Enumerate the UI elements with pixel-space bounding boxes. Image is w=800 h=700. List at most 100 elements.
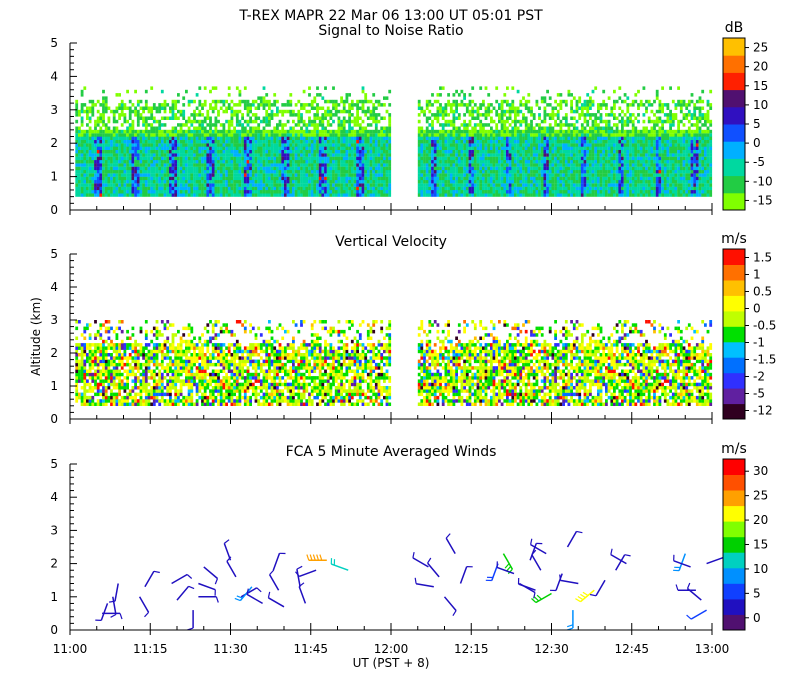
heatmap-cell: [540, 190, 544, 194]
heatmap-cell: [487, 133, 491, 137]
heatmap-cell: [498, 156, 501, 161]
heatmap-cell: [543, 153, 547, 157]
heatmap-cell: [128, 123, 132, 127]
heatmap-cell: [589, 146, 592, 150]
heatmap-cell: [107, 179, 111, 184]
heatmap-cell: [313, 166, 317, 171]
heatmap-cell: [198, 149, 202, 154]
heatmap-cell: [607, 113, 611, 117]
heatmap-cell: [198, 126, 202, 130]
heatmap-cell: [201, 103, 204, 107]
heatmap-cell: [310, 163, 314, 167]
heatmap-cell: [147, 146, 151, 150]
heatmap-cell: [185, 190, 188, 194]
heatmap-cell: [479, 123, 483, 127]
heatmap-cell: [209, 103, 212, 107]
heatmap-cell: [142, 123, 145, 127]
heatmap-cell: [337, 143, 341, 147]
heatmap-cell: [297, 183, 301, 187]
heatmap-cell: [610, 179, 614, 184]
heatmap-cell: [342, 129, 346, 134]
heatmap-cell: [546, 183, 549, 187]
heatmap-cell: [548, 143, 552, 147]
heatmap-cell: [364, 166, 368, 171]
heatmap-cell: [294, 183, 298, 187]
heatmap-cell: [431, 179, 434, 184]
heatmap-cell: [142, 119, 145, 124]
heatmap-cell: [152, 133, 156, 137]
heatmap-cell: [433, 146, 437, 150]
heatmap-cell: [286, 176, 290, 181]
heatmap-cell: [340, 173, 343, 177]
heatmap-cell: [337, 173, 341, 177]
heatmap-cell: [503, 190, 507, 194]
heatmap-cell: [233, 166, 236, 171]
heatmap-cell: [546, 143, 549, 147]
heatmap-cell: [337, 153, 341, 157]
heatmap-cell: [118, 193, 121, 197]
heatmap-cell: [340, 146, 343, 150]
heatmap-cell: [500, 190, 504, 194]
heatmap-cell: [586, 99, 590, 104]
heatmap-cell: [605, 166, 608, 171]
heatmap-cell: [564, 119, 568, 124]
heatmap-cell: [225, 193, 228, 197]
heatmap-cell: [441, 176, 445, 181]
heatmap-cell: [503, 99, 507, 104]
heatmap-cell: [431, 176, 434, 181]
heatmap-cell: [607, 156, 611, 161]
heatmap-cell: [511, 193, 515, 197]
heatmap-cell: [209, 186, 212, 191]
heatmap-cell: [594, 163, 598, 167]
heatmap-cell: [238, 176, 242, 181]
heatmap-cells: [75, 86, 713, 197]
heatmap-cell: [195, 159, 199, 164]
heatmap-cell: [302, 176, 306, 181]
heatmap-cell: [524, 169, 528, 174]
heatmap-cell: [243, 156, 247, 161]
heatmap-cell: [182, 133, 186, 137]
heatmap-cell: [96, 99, 100, 104]
heatmap-cell: [107, 173, 111, 177]
heatmap-cell: [468, 129, 472, 134]
heatmap-cell: [417, 159, 421, 164]
heatmap-cell: [348, 106, 351, 110]
heatmap-cell: [233, 149, 236, 154]
heatmap-cell: [257, 176, 261, 181]
heatmap-cell: [610, 163, 614, 167]
heatmap-cell: [163, 123, 167, 127]
heatmap-cell: [482, 166, 485, 171]
heatmap-cell: [179, 123, 183, 127]
heatmap-cell: [230, 119, 234, 124]
heatmap-cell: [88, 109, 92, 114]
heatmap-cell: [233, 143, 236, 147]
heatmap-cell: [455, 179, 458, 184]
heatmap-cell: [334, 146, 338, 150]
heatmap-cell: [134, 186, 137, 191]
heatmap-cell: [88, 139, 92, 144]
heatmap-cell: [155, 166, 159, 171]
heatmap-cell: [211, 173, 215, 177]
heatmap-cell: [564, 139, 568, 144]
heatmap-cell: [567, 159, 571, 164]
heatmap-cell: [522, 179, 525, 184]
heatmap-cell: [305, 156, 309, 161]
heatmap-cell: [115, 156, 119, 161]
heatmap-cell: [439, 169, 442, 174]
heatmap-cell: [86, 173, 89, 177]
heatmap-cell: [281, 156, 285, 161]
heatmap-cell: [99, 126, 103, 130]
heatmap-cell: [217, 119, 220, 124]
heatmap-cell: [519, 193, 523, 197]
heatmap-cell: [281, 146, 285, 150]
heatmap-cell: [530, 183, 533, 187]
heatmap-cell: [115, 133, 119, 137]
heatmap-cell: [233, 103, 236, 107]
heatmap-cell: [289, 143, 293, 147]
heatmap-cell: [326, 119, 330, 124]
heatmap-cell: [289, 159, 293, 164]
heatmap-cell: [589, 103, 592, 107]
heatmap-cell: [380, 179, 384, 184]
heatmap-cell: [321, 96, 325, 100]
heatmap-cell: [123, 166, 127, 171]
